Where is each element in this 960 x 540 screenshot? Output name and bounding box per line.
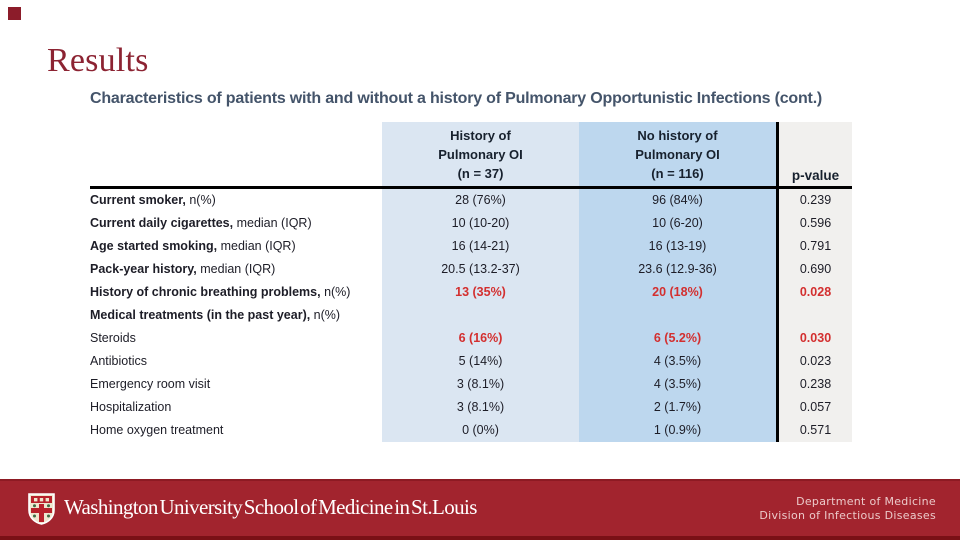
pvalue-cell: 0.057 (779, 396, 852, 419)
washu-wordmark: Washington University School of Medicine… (64, 495, 477, 519)
table-row-label: Steroids (90, 331, 136, 345)
table-row-label: History of chronic breathing problems, n… (90, 285, 351, 299)
group2-value-cell: 6 (5.2%) (579, 327, 776, 350)
column-divider-line (776, 212, 779, 235)
column-divider-line (776, 258, 779, 281)
table-row-label: Current smoker, n(%) (90, 193, 216, 207)
group2-value-cell: 10 (6-20) (579, 212, 776, 235)
group2-value-cell: 16 (13-19) (579, 235, 776, 258)
table-row-label: Current daily cigarettes, median (IQR) (90, 216, 312, 230)
column-divider-line (776, 419, 779, 442)
results-table: History of Pulmonary OI (n = 37) No hist… (90, 122, 852, 442)
group1-value-cell: 3 (8.1%) (382, 373, 579, 396)
table-row-label: Pack-year history, median (IQR) (90, 262, 276, 276)
group2-header-line2: Pulmonary OI (635, 147, 720, 162)
pvalue-cell: 0.238 (779, 373, 852, 396)
column-divider-line (776, 235, 779, 258)
pvalue-cell: 0.791 (779, 235, 852, 258)
pvalue-cell: 0.030 (779, 327, 852, 350)
page-title: Results (47, 42, 149, 79)
group2-value-cell: 1 (0.9%) (579, 419, 776, 442)
pvalue-column-header: p-value (779, 122, 852, 186)
header-underline (90, 186, 852, 189)
group1-column-header: History of Pulmonary OI (n = 37) (382, 122, 579, 186)
pvalue-cell: 0.571 (779, 419, 852, 442)
footer-right-text: Department of Medicine Division of Infec… (759, 495, 936, 523)
pvalue-cell: 0.239 (779, 189, 852, 212)
table-row-label: Hospitalization (90, 400, 172, 414)
row-label-column-header (90, 122, 382, 186)
group2-value-cell: 4 (3.5%) (579, 350, 776, 373)
pvalue-cell: 0.028 (779, 281, 852, 304)
group2-value-cell: 23.6 (12.9-36) (579, 258, 776, 281)
column-divider-line (776, 122, 779, 186)
column-divider-line (776, 396, 779, 419)
table-row-label: Emergency room visit (90, 377, 211, 391)
group1-value-cell: 3 (8.1%) (382, 396, 579, 419)
table-row-label: Antibiotics (90, 354, 147, 368)
pvalue-cell: 0.690 (779, 258, 852, 281)
pvalue-cell (779, 304, 852, 327)
column-divider-line (776, 281, 779, 304)
pvalue-cell: 0.596 (779, 212, 852, 235)
group2-value-cell: 2 (1.7%) (579, 396, 776, 419)
group2-header-line1: No history of (637, 128, 718, 143)
group1-value-cell: 6 (16%) (382, 327, 579, 350)
group2-column-header: No history of Pulmonary OI (n = 116) (579, 122, 776, 186)
pvalue-cell: 0.023 (779, 350, 852, 373)
group2-value-cell: 4 (3.5%) (579, 373, 776, 396)
group1-value-cell: 20.5 (13.2-37) (382, 258, 579, 281)
washu-shield-icon (28, 492, 55, 525)
footer-band: Washington University School of Medicine… (0, 479, 960, 540)
footer-department-line: Department of Medicine (796, 494, 936, 508)
group1-value-cell: 10 (10-20) (382, 212, 579, 235)
group2-value-cell: 96 (84%) (579, 189, 776, 212)
table-row-label: Age started smoking, median (IQR) (90, 239, 296, 253)
group2-header-line3: (n = 116) (651, 166, 704, 181)
group2-value-cell: 20 (18%) (579, 281, 776, 304)
group1-value-cell: 5 (14%) (382, 350, 579, 373)
column-divider-line (776, 373, 779, 396)
group2-value-cell (579, 304, 776, 327)
column-divider-line (776, 189, 779, 212)
column-divider-line (776, 327, 779, 350)
group1-value-cell: 0 (0%) (382, 419, 579, 442)
column-divider-line (776, 350, 779, 373)
group1-value-cell: 13 (35%) (382, 281, 579, 304)
washu-logo: Washington University School of Medicine… (28, 492, 477, 525)
group1-value-cell: 28 (76%) (382, 189, 579, 212)
group1-header-line2: Pulmonary OI (438, 147, 523, 162)
table-row-label: Home oxygen treatment (90, 423, 224, 437)
group1-header-line3: (n = 37) (457, 166, 504, 181)
footer-division-line: Division of Infectious Diseases (759, 508, 936, 522)
group1-header-line1: History of (450, 128, 511, 143)
group1-value-cell (382, 304, 579, 327)
corner-accent-square (8, 7, 21, 20)
group1-value-cell: 16 (14-21) (382, 235, 579, 258)
slide-subtitle: Characteristics of patients with and wit… (90, 90, 823, 107)
column-divider-line (776, 304, 779, 327)
table-row-label: Medical treatments (in the past year), n… (90, 308, 341, 322)
